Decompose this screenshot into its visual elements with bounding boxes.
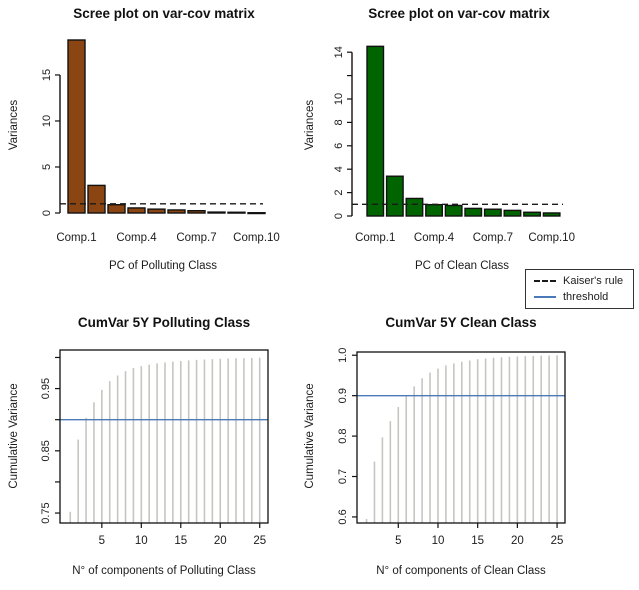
bar-comp-10 — [542, 212, 561, 217]
bar-comp-8 — [503, 209, 522, 217]
bar-comp-1 — [366, 45, 385, 217]
panel-cumvar-polluting: 0.75 0.85 0.95 5 10 15 20 25 — [40, 349, 269, 547]
tick-label: 0.6 — [337, 509, 349, 524]
tick-label: 0.95 — [40, 378, 52, 399]
tick-label: 0.9 — [337, 388, 349, 403]
xlabel-scree-polluting: PC of Polluting Class — [108, 260, 218, 272]
tick-label: 10 — [41, 115, 53, 127]
tick-label: 10 — [135, 535, 148, 547]
tick-label: 2 — [333, 190, 345, 196]
tick-label: 15 — [471, 535, 484, 547]
x-category-label: Comp.7 — [473, 232, 513, 244]
xlabel-cumvar-clean: N° of components of Clean Class — [376, 565, 546, 577]
x-category-label: Comp.4 — [116, 232, 157, 244]
x-category-label: Comp.10 — [528, 232, 575, 244]
title-scree-polluting: Scree plot on var-cov matrix — [73, 6, 255, 21]
bar-comp-7 — [187, 209, 206, 214]
tick-label: 10 — [432, 535, 445, 547]
bar-comp-5 — [147, 208, 166, 214]
tick-label: 14 — [333, 46, 345, 58]
tick-label: 5 — [41, 164, 53, 170]
plot-box — [356, 351, 566, 524]
bar-comp-4 — [127, 207, 146, 214]
tick-label: 25 — [551, 535, 564, 547]
title-cumvar-polluting: CumVar 5Y Polluting Class — [77, 315, 251, 330]
bar-comp-2 — [385, 175, 404, 217]
solid-line-icon — [534, 296, 556, 298]
tick-label: 0.75 — [40, 502, 52, 523]
tick-label: 15 — [41, 69, 53, 81]
tick-label: 20 — [511, 535, 524, 547]
bar-comp-6 — [464, 207, 483, 217]
bar-comp-3 — [405, 197, 424, 217]
ylabel-scree-clean: Variances — [304, 99, 316, 151]
panel-cumvar-clean: 0.6 0.7 0.8 0.9 1.0 5 10 15 20 25 — [337, 348, 566, 547]
xlabel-cumvar-polluting: N° of components of Polluting Class — [72, 565, 256, 577]
bar-comp-5 — [444, 204, 463, 217]
xlabel-scree-clean: PC of Clean Class — [415, 260, 509, 272]
tick-label: 0.8 — [337, 428, 349, 443]
title-cumvar-clean: CumVar 5Y Clean Class — [385, 315, 537, 330]
tick-label: 0 — [41, 210, 53, 216]
bar-comp-10 — [247, 212, 266, 215]
tick-label: 5 — [99, 535, 105, 547]
bar-comp-8 — [207, 211, 226, 214]
bar-comp-6 — [167, 209, 186, 214]
bar-comp-3 — [107, 204, 126, 214]
plot-box — [59, 349, 269, 524]
tick-label: 4 — [333, 166, 345, 172]
legend-label: threshold — [563, 291, 609, 303]
tick-label: 20 — [214, 535, 227, 547]
bar-comp-7 — [483, 208, 502, 217]
ylabel-cumvar-clean: Cumulative Variance — [304, 383, 316, 489]
bar-comp-9 — [523, 211, 541, 217]
tick-label: 8 — [333, 119, 345, 125]
legend-item-threshold: threshold — [534, 291, 633, 304]
title-scree-clean: Scree plot on var-cov matrix — [368, 6, 550, 21]
tick-label: 6 — [333, 143, 345, 149]
panel-scree-clean: 0 2 4 6 8 10 14 Comp.1 Comp.4 Comp.7 Comp.10 — [333, 45, 575, 244]
tick-label: 25 — [253, 535, 266, 547]
ylabel-scree-polluting: Variances — [8, 99, 20, 151]
x-category-label: Comp.1 — [56, 232, 96, 244]
ylabel-cumvar-polluting: Cumulative Variance — [8, 383, 20, 489]
bar-comp-1 — [67, 39, 86, 214]
bar-comp-2 — [87, 184, 106, 214]
panel-scree-polluting: 0 5 10 15 Comp.1 Comp.4 Comp.7 Comp.10 — [41, 39, 280, 244]
legend-box: Kaiser's rule threshold — [525, 269, 634, 309]
x-category-label: Comp.10 — [233, 232, 280, 244]
x-category-label: Comp.4 — [414, 232, 455, 244]
tick-label: 1.0 — [337, 348, 349, 363]
legend-item-kaiser-rule: Kaiser's rule — [534, 275, 633, 288]
tick-label: 0.85 — [40, 440, 52, 461]
tick-label: 15 — [174, 535, 187, 547]
tick-label: 0.7 — [337, 469, 349, 484]
bar-comp-9 — [227, 211, 246, 214]
x-category-label: Comp.1 — [355, 232, 395, 244]
x-category-label: Comp.7 — [176, 232, 216, 244]
legend-label: Kaiser's rule — [563, 275, 624, 287]
bar-comp-4 — [425, 203, 443, 217]
dashed-line-icon — [534, 280, 556, 282]
tick-label: 5 — [395, 535, 401, 547]
tick-label: 0 — [333, 213, 345, 219]
tick-label: 10 — [333, 93, 345, 105]
